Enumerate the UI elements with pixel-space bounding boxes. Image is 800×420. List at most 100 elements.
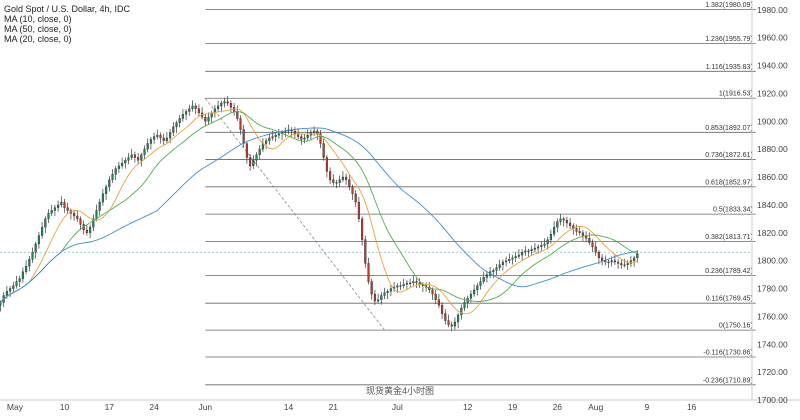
candle-body (457, 314, 460, 323)
candle-body (303, 137, 306, 140)
candle-body (197, 108, 200, 114)
candle-body (239, 118, 242, 130)
x-tick-label: 21 (329, 402, 339, 412)
y-tick-label: 1940.00 (757, 61, 788, 71)
candle-body (485, 274, 488, 278)
candle-body (623, 264, 626, 266)
y-tick-label: 1820.00 (757, 228, 788, 238)
candle-body (181, 114, 184, 119)
candle-body (492, 270, 495, 272)
candle-body (169, 132, 172, 139)
candle-body (537, 246, 540, 249)
candle-body (396, 285, 399, 288)
fib-level-label: 0.853(1892.07) (705, 125, 752, 132)
candle-body (268, 137, 271, 141)
candle-body (242, 129, 245, 144)
candle-body (447, 320, 450, 325)
candle-body (245, 143, 248, 158)
candle-body (415, 281, 418, 284)
candle-body (562, 218, 565, 221)
y-tick-label: 1880.00 (757, 144, 788, 154)
candle-body (636, 253, 639, 259)
candle-body (437, 299, 440, 306)
candle-body (313, 130, 316, 133)
candle-body (495, 267, 498, 271)
candle-body (207, 116, 210, 122)
candle-body (117, 165, 120, 169)
candle-body (73, 213, 76, 217)
candle-body (332, 179, 335, 183)
legend-ma-20: MA (20, close, 0) (4, 34, 72, 44)
candle-body (175, 122, 178, 128)
candle-body (50, 210, 53, 214)
legend-ma-10: MA (10, close, 0) (4, 14, 72, 24)
candle-body (354, 193, 357, 203)
candle-body (114, 168, 117, 175)
candle-body (63, 201, 66, 208)
candle-body (553, 226, 556, 235)
candle-body (34, 243, 37, 253)
candle-body (76, 215, 79, 220)
candle-body (380, 295, 383, 300)
x-tick-label: 17 (105, 402, 115, 412)
candle-layer (0, 96, 639, 332)
candle-body (277, 133, 280, 136)
candle-body (137, 157, 140, 161)
candle-body (549, 233, 552, 240)
fibonacci-layer: 1.382(1980.09) 1.236(1955.79) 1.116(1935.8… (204, 2, 756, 386)
candle-body (165, 137, 168, 141)
candle-body (153, 136, 156, 140)
candle-body (172, 126, 175, 133)
candle-body (25, 266, 28, 272)
candle-body (60, 201, 63, 206)
candle-body (146, 143, 149, 150)
candle-body (204, 116, 207, 122)
candle-body (607, 261, 610, 264)
candle-body (473, 289, 476, 295)
candle-body (517, 254, 520, 257)
candle-body (31, 252, 34, 260)
candle-body (626, 263, 629, 266)
candle-body (479, 281, 482, 286)
y-tick-label: 1760.00 (757, 311, 788, 321)
candle-body (386, 291, 389, 293)
candle-body (21, 271, 24, 279)
fib-level-label: 0.382(1813.71) (705, 234, 752, 241)
candle-body (575, 228, 578, 232)
x-tick-label: 19 (508, 402, 518, 412)
candle-body (601, 257, 604, 261)
candle-body (453, 321, 456, 327)
chart-legend: Gold Spot / U.S. Dollar, 4h, IDC MA (10,… (4, 4, 130, 44)
candle-body (92, 218, 95, 228)
x-tick-label: 9 (645, 402, 650, 412)
legend-ma-50: MA (50, close, 0) (4, 24, 72, 34)
candle-body (543, 243, 546, 246)
x-tick-label: 16 (687, 402, 697, 412)
candle-body (265, 140, 268, 144)
candle-body (325, 157, 328, 172)
fib-level-label: -0.236(1710.89) (703, 377, 753, 384)
candle-body (130, 154, 133, 158)
candle-body (345, 176, 348, 180)
ma-10-line (0, 108, 638, 315)
candle-body (18, 278, 21, 282)
candle-body (143, 148, 146, 155)
candle-body (389, 288, 392, 292)
candle-body (370, 281, 373, 295)
fib-level-label: 0.116(1769.45) (706, 296, 753, 303)
candle-body (341, 176, 344, 180)
candle-body (460, 307, 463, 316)
candle-body (306, 134, 309, 139)
candle-body (229, 102, 232, 108)
candle-body (79, 218, 82, 225)
candle-body (412, 281, 415, 284)
candle-body (338, 179, 341, 183)
candle-body (431, 289, 434, 295)
candle-body (588, 238, 591, 243)
candle-body (105, 186, 108, 194)
candle-body (505, 260, 508, 263)
candle-body (524, 250, 527, 253)
candle-body (610, 260, 613, 263)
